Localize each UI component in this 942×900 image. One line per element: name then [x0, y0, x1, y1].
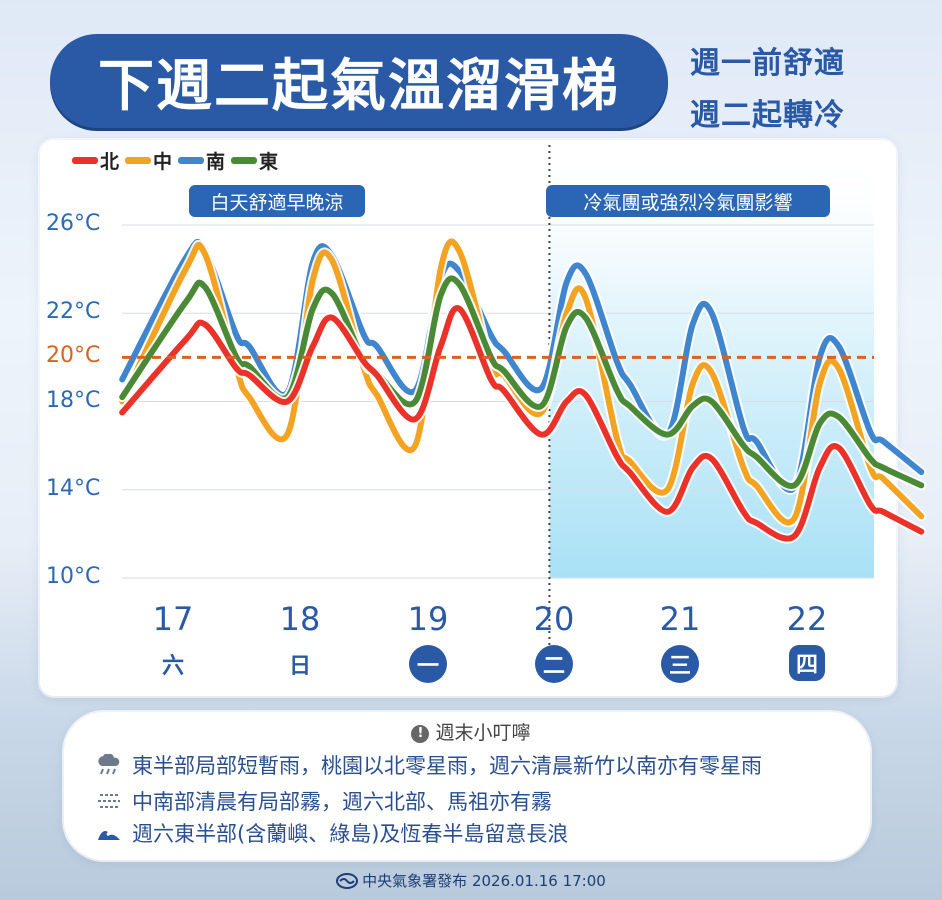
rain-cloud-icon — [96, 754, 122, 776]
fog-icon — [96, 790, 122, 812]
x-tick-weekday: 三 — [661, 645, 699, 683]
y-tick-label: 22°C — [46, 299, 101, 325]
legend-item-north: 北 — [72, 147, 119, 174]
y-tick-label: 10°C — [46, 564, 101, 589]
footer-credit: 中央氣象署發布 2026.01.16 17:00 — [0, 870, 942, 891]
note-text: 中南部清晨有局部霧，週六北部、馬祖亦有霧 — [132, 790, 552, 814]
note-item: 週六東半部(含蘭嶼、綠島)及恆春半島留意長浪 — [96, 818, 568, 848]
title-banner: 下週二起氣溫溜滑梯 — [50, 34, 668, 128]
period-tag-cold: 冷氣團或強烈冷氣團影響 — [546, 185, 830, 217]
x-tick-weekday: 二 — [535, 645, 573, 683]
x-tick-weekday: 日 — [288, 654, 311, 679]
legend-swatch-east — [231, 157, 258, 164]
legend-label-south: 南 — [206, 151, 226, 173]
legend-item-south: 南 — [178, 147, 225, 174]
notes-panel — [64, 712, 870, 860]
footer-text: 中央氣象署發布 2026.01.16 17:00 — [362, 872, 606, 890]
legend-label-central: 中 — [153, 151, 173, 173]
x-tick-day: 18 — [279, 600, 321, 638]
note-text: 東半部局部短暫雨，桃園以北零星雨，週六清晨新竹以南亦有零星雨 — [132, 754, 762, 778]
info-icon: ! — [411, 725, 430, 743]
notes-heading: ! 週末小叮嚀 — [0, 718, 942, 745]
x-tick-day: 20 — [533, 600, 575, 638]
period-tag-mild: 白天舒適早晚涼 — [189, 185, 365, 217]
legend-swatch-central — [125, 157, 152, 164]
x-tick-weekday: 四 — [789, 645, 825, 681]
note-text: 週六東半部(含蘭嶼、綠島)及恆春半島留意長浪 — [132, 822, 569, 846]
chart-legend: 北 中 南 東 — [72, 147, 278, 174]
x-tick-day: 22 — [786, 600, 828, 638]
legend-label-east: 東 — [259, 151, 279, 173]
cwa-logo-icon — [336, 873, 359, 889]
x-tick-day: 19 — [407, 600, 449, 638]
subtitle-line-2: 週二起轉冷 — [690, 98, 845, 133]
legend-label-north: 北 — [100, 151, 120, 173]
legend-swatch-north — [72, 157, 98, 164]
note-item: 中南部清晨有局部霧，週六北部、馬祖亦有霧 — [96, 786, 552, 816]
wave-icon — [96, 822, 122, 844]
legend-item-central: 中 — [125, 147, 172, 174]
legend-item-east: 東 — [231, 147, 278, 174]
y-tick-label: 18°C — [46, 387, 101, 413]
notes-heading-text: 週末小叮嚀 — [435, 722, 531, 744]
note-item: 東半部局部短暫雨，桃園以北零星雨，週六清晨新竹以南亦有零星雨 — [96, 750, 762, 780]
page-title: 下週二起氣溫溜滑梯 — [98, 53, 620, 119]
x-tick-weekday: 一 — [409, 645, 447, 683]
x-tick-day: 21 — [659, 600, 701, 638]
x-tick-weekday: 六 — [161, 654, 184, 679]
x-tick-day: 17 — [152, 600, 194, 638]
y-tick-label: 20°C — [46, 343, 101, 369]
legend-swatch-south — [178, 157, 205, 164]
y-tick-label: 14°C — [46, 475, 101, 501]
subtitle-line-1: 週一前舒適 — [690, 46, 845, 81]
y-tick-label: 26°C — [46, 211, 101, 236]
